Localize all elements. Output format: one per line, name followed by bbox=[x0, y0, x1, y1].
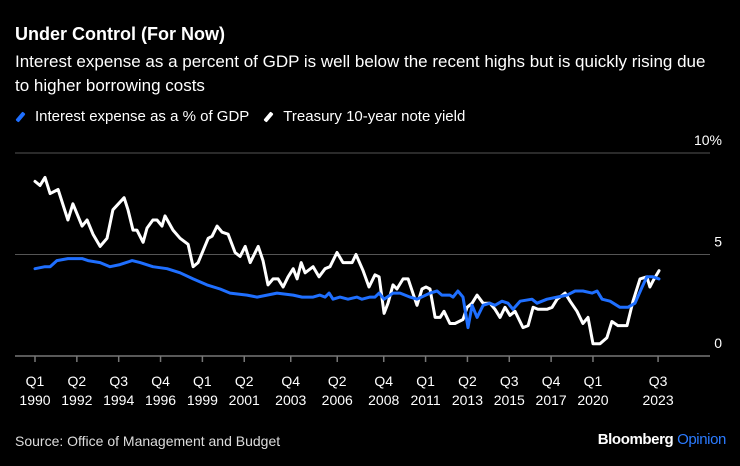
x-tick-quarter: Q1 bbox=[193, 373, 212, 389]
x-tick-year: 2017 bbox=[536, 392, 567, 408]
legend-label-treasury: Treasury 10-year note yield bbox=[283, 108, 466, 125]
x-tick-year: 2020 bbox=[577, 392, 608, 408]
x-tick-year: 1994 bbox=[103, 392, 134, 408]
x-tick-year: 2011 bbox=[411, 392, 441, 408]
legend: Interest expense as a % of GDP Treasury … bbox=[15, 108, 479, 125]
x-tick-quarter: Q4 bbox=[151, 373, 170, 389]
legend-label-interest: Interest expense as a % of GDP bbox=[35, 108, 250, 125]
x-tick-quarter: Q3 bbox=[109, 373, 128, 389]
x-tick-year: 1999 bbox=[187, 392, 218, 408]
x-tick-quarter: Q1 bbox=[416, 373, 435, 389]
x-tick-year: 2001 bbox=[229, 392, 260, 408]
logo-brand: Bloomberg bbox=[597, 431, 674, 448]
y-tick-label: 5 bbox=[714, 234, 722, 250]
x-tick-quarter: Q3 bbox=[500, 373, 519, 389]
legend-item-interest: Interest expense as a % of GDP bbox=[15, 108, 249, 125]
x-tick-quarter: Q2 bbox=[328, 373, 347, 389]
x-tick-year: 2008 bbox=[368, 392, 399, 408]
source-note: Source: Office of Management and Budget bbox=[15, 433, 281, 449]
x-tick-year: 2023 bbox=[642, 392, 673, 408]
logo-section: Opinion bbox=[677, 431, 726, 448]
x-tick-year: 1990 bbox=[19, 392, 50, 408]
x-tick-quarter: Q3 bbox=[649, 373, 668, 389]
bloomberg-opinion-logo: Bloomberg Opinion bbox=[597, 431, 727, 448]
x-tick-year: 2003 bbox=[275, 392, 306, 408]
legend-item-treasury: Treasury 10-year note yield bbox=[263, 108, 465, 125]
x-tick-year: 1996 bbox=[145, 392, 176, 408]
x-tick-quarter: Q4 bbox=[542, 373, 561, 389]
y-tick-label: 10% bbox=[694, 132, 722, 148]
x-tick-quarter: Q1 bbox=[584, 373, 603, 389]
x-tick-year: 2013 bbox=[452, 392, 483, 408]
x-tick-quarter: Q2 bbox=[458, 373, 477, 389]
chart-subtitle: Interest expense as a percent of GDP is … bbox=[15, 52, 706, 95]
x-tick-quarter: Q2 bbox=[68, 373, 87, 389]
series-line-treasury-yield bbox=[33, 175, 661, 346]
x-tick-year: 2006 bbox=[322, 392, 353, 408]
x-tick-quarter: Q1 bbox=[26, 373, 45, 389]
x-tick-quarter: Q4 bbox=[374, 373, 393, 389]
x-tick-quarter: Q4 bbox=[281, 373, 300, 389]
series-line-interest-expense bbox=[33, 257, 661, 330]
y-tick-label: 0 bbox=[714, 335, 722, 351]
chart-title: Under Control (For Now) bbox=[15, 24, 225, 44]
x-tick-year: 2015 bbox=[494, 392, 525, 408]
x-tick-year: 1992 bbox=[61, 392, 92, 408]
x-tick-quarter: Q2 bbox=[235, 373, 254, 389]
